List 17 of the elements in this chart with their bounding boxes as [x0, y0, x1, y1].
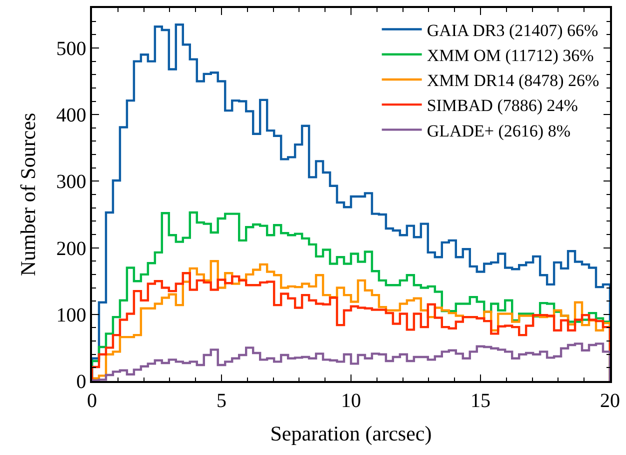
y-tick-label: 200	[56, 238, 86, 260]
x-tick-label: 5	[216, 390, 226, 412]
legend-label: GAIA DR3 (21407) 66%	[426, 20, 598, 40]
y-tick-label: 100	[56, 304, 86, 326]
legend-label: XMM OM (11712) 36%	[426, 46, 594, 66]
legend-label: XMM DR14 (8478) 26%	[426, 71, 600, 90]
y-tick-label: 0	[76, 371, 86, 393]
legend-label: SIMBAD (7886) 24%	[426, 96, 578, 116]
y-tick-label: 300	[56, 171, 86, 194]
x-axis-title: Separation (arcsec)	[270, 421, 432, 446]
legend-label: GLADE+ (2616) 8%	[426, 121, 570, 140]
y-tick-label: 400	[56, 104, 86, 127]
x-tick-label: 10	[341, 390, 361, 412]
y-axis-title: Number of Sources	[16, 112, 40, 276]
x-tick-label: 20	[600, 390, 620, 412]
x-tick-label: 15	[470, 390, 490, 412]
y-tick-label: 500	[56, 38, 86, 60]
